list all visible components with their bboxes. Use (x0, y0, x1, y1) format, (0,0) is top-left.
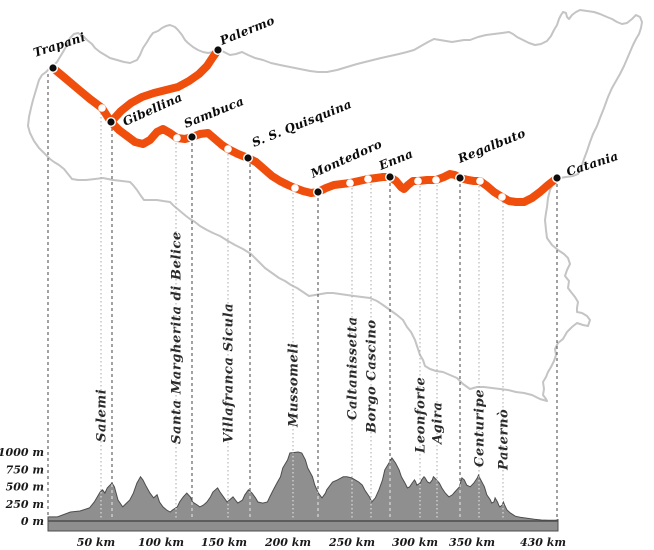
waypoint-label-agira: Agira (431, 402, 446, 446)
city-dot-gibellina (105, 116, 116, 127)
waypoint-dot-mussomeli (291, 184, 299, 192)
city-label-sambuca: Sambuca (182, 94, 246, 131)
y-axis-label-1000: 1000 m (0, 446, 44, 459)
waypoint-label-leonforte: Leonforte (414, 377, 429, 454)
city-dot-palermo (212, 45, 223, 56)
waypoint-label-patern: Paternò (497, 409, 512, 471)
waypoint-label-borgo-cascino: Borgo Cascino (365, 319, 380, 434)
y-axis-label-500: 500 m (6, 481, 44, 494)
waypoint-dot-centuripe (476, 177, 484, 185)
waypoint-dot-leonforte (414, 177, 422, 185)
city-dot-catania (552, 172, 563, 183)
waypoint-label-caltanissetta: Caltanissetta (346, 316, 361, 420)
city-dot-regalbuto (455, 172, 466, 183)
city-label-s-s-quisquina: S. S. Quisquina (250, 97, 354, 150)
waypoint-dot-agira (432, 176, 440, 184)
x-axis-label-250km: 250 km (328, 536, 375, 549)
x-axis-label-150km: 150 km (201, 536, 247, 549)
waypoint-dot-borgo-cascino (364, 175, 372, 183)
x-axis-label-200km: 200 km (264, 536, 311, 549)
route-segment-2 (49, 64, 115, 126)
city-label-palermo: Palermo (217, 13, 277, 48)
x-axis-label-350km: 350 km (449, 536, 495, 549)
waypoint-dot-villafranca-sicula (224, 145, 232, 153)
waypoint-dot-caltanissetta (346, 179, 354, 187)
city-dot-s-s-quisquina (242, 152, 253, 163)
waypoint-label-centuripe: Centuripe (473, 389, 488, 467)
city-label-trapani: Trapani (32, 30, 88, 60)
route-segment-1 (107, 46, 222, 126)
waypoint-dot-salemi (98, 104, 106, 112)
city-dot-montedoro (313, 186, 324, 197)
waypoint-label-mussomeli: Mussomeli (287, 343, 302, 428)
waypoint-dot-santa-margherita-di-belice (173, 134, 181, 142)
waypoint-label-salemi: Salemi (95, 389, 110, 442)
waypoint-label-santa-margherita-di-belice: Santa Margherita di Belice (170, 231, 185, 444)
sicily-outline (27, 9, 643, 402)
waypoint-label-villafranca-sicula: Villafranca Sicula (222, 303, 237, 443)
waypoint-dot-patern (498, 193, 506, 201)
city-label-catania: Catania (565, 149, 621, 179)
city-dot-trapani (48, 63, 59, 74)
y-axis-label-750: 750 m (6, 463, 44, 476)
city-dot-enna (385, 171, 396, 182)
x-axis-label-300km: 300 km (392, 536, 438, 549)
city-label-regalbuto: Regalbuto (455, 126, 528, 166)
y-axis-label-0: 0 m (21, 515, 44, 528)
city-dot-sambuca (186, 131, 197, 142)
elevation-profile (47, 451, 559, 532)
x-axis-label-100km: 100 km (138, 536, 184, 549)
x-axis-label-50km: 50 km (77, 536, 115, 549)
x-axis-label-430km: 430 km (520, 536, 566, 549)
y-axis-label-250: 250 m (5, 498, 44, 511)
